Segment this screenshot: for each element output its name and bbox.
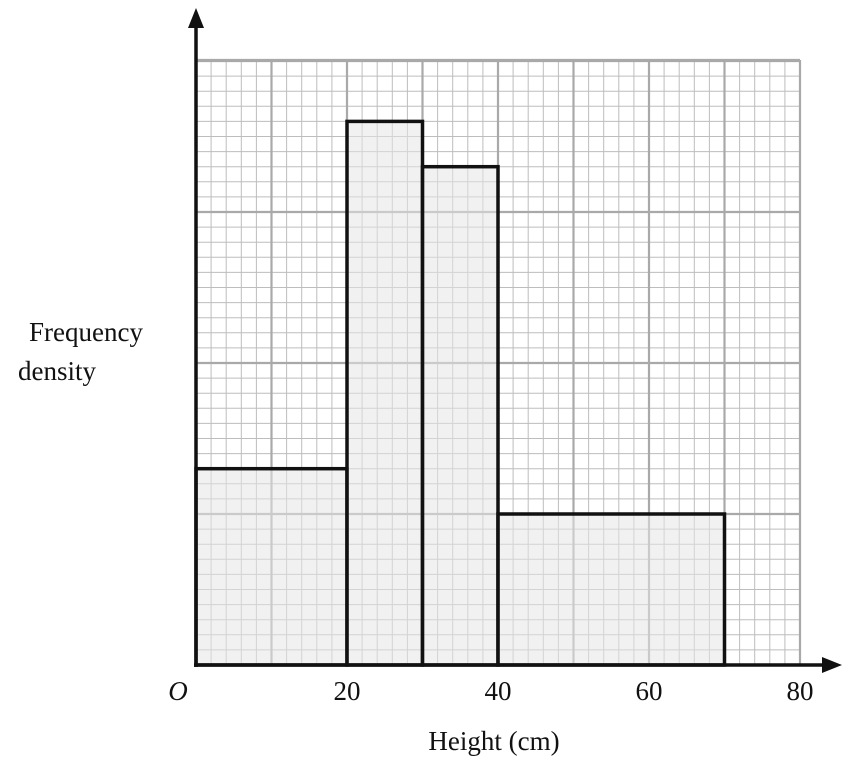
bars xyxy=(194,119,727,667)
y-axis-label-line-1: Frequency xyxy=(29,317,143,347)
y-axis-label-line-2: density xyxy=(18,356,96,386)
x-tick-labels: 20 40 60 80 xyxy=(334,676,814,706)
axes xyxy=(188,8,842,673)
histogram-bar-2 xyxy=(345,119,425,667)
x-tick-label-60: 60 xyxy=(636,676,663,706)
x-axis-label: Height (cm) xyxy=(428,726,559,756)
histogram-bar-4 xyxy=(496,512,727,667)
y-axis-arrow-icon xyxy=(188,8,204,28)
origin-label: O xyxy=(168,676,188,706)
x-axis-arrow-icon xyxy=(822,657,842,673)
histogram-bar-1 xyxy=(194,466,349,667)
x-tick-label-20: 20 xyxy=(334,676,361,706)
x-tick-label-80: 80 xyxy=(787,676,814,706)
histogram-bar-3 xyxy=(420,164,500,667)
x-tick-label-40: 40 xyxy=(485,676,512,706)
